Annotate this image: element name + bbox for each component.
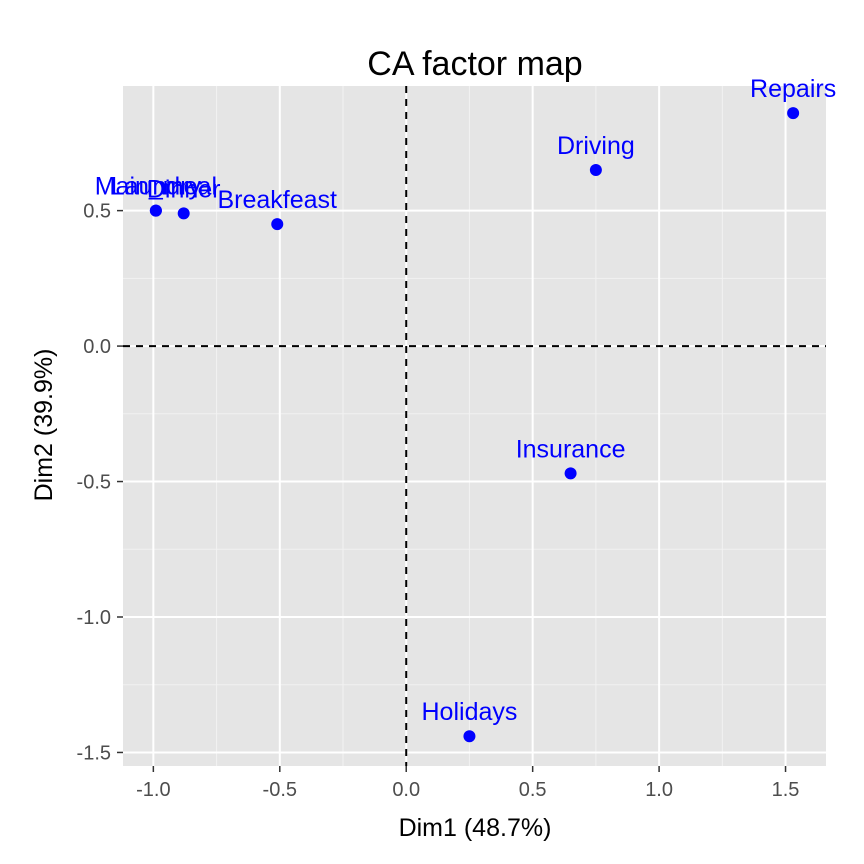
- point-label: Insurance: [516, 435, 626, 463]
- point-label: Laundry: [111, 173, 202, 201]
- y-tick-label: 0.0: [83, 336, 111, 358]
- point-label: Driving: [557, 132, 635, 160]
- data-point: [787, 107, 800, 120]
- data-point: [177, 207, 190, 220]
- y-tick-label: -1.0: [77, 607, 111, 629]
- x-tick-label: -0.5: [263, 779, 297, 801]
- axis-ticks: -1.0 -0.5 0.0 0.5 1.0 1.5 -1.5 -1.0 -0.5 0.0 0.5: [77, 201, 800, 801]
- y-axis-title: Dim2 (39.9%): [30, 349, 58, 502]
- data-points: [149, 107, 800, 743]
- x-tick-label: 0.5: [519, 779, 547, 801]
- data-point: [564, 467, 577, 480]
- data-point: [463, 730, 476, 743]
- x-tick-label: -1.0: [136, 779, 170, 801]
- data-point: [589, 163, 602, 176]
- reference-lines: [123, 86, 826, 766]
- point-label: Breakfeast: [217, 186, 337, 214]
- x-tick-label: 1.0: [645, 779, 673, 801]
- data-point: [271, 218, 284, 231]
- point-label: Repairs: [750, 75, 836, 103]
- point-label: Holidays: [422, 698, 518, 726]
- point-label: Dinner: [147, 175, 221, 203]
- point-label: Main_meal: [95, 173, 217, 201]
- y-tick-label: 0.5: [83, 201, 111, 223]
- y-tick-label: -0.5: [77, 472, 111, 494]
- chart-title: CA factor map: [367, 45, 582, 83]
- x-tick-label: 0.0: [392, 779, 420, 801]
- plot-panel: [123, 86, 826, 766]
- x-axis-title: Dim1 (48.7%): [399, 814, 552, 842]
- data-point: [149, 204, 162, 217]
- x-tick-label: 1.5: [772, 779, 800, 801]
- y-tick-label: -1.5: [77, 742, 111, 764]
